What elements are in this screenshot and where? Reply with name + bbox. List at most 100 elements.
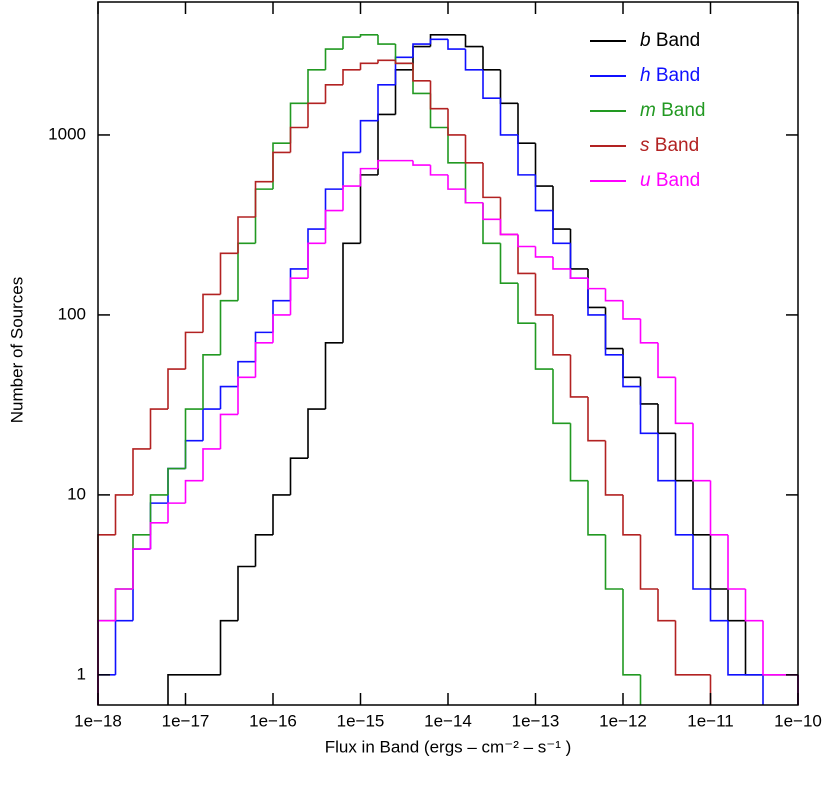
histogram-step: [342, 185, 361, 211]
histogram-step: [149, 502, 169, 550]
histogram-step: [639, 377, 659, 405]
histogram-step: [709, 480, 729, 536]
x-tick-label: 1e−15: [337, 711, 385, 730]
histogram-step: [114, 619, 134, 675]
histogram-step: [219, 299, 238, 355]
histogram-step: [429, 34, 448, 47]
histogram-step: [517, 283, 536, 324]
histogram-step: [324, 188, 344, 230]
histogram-step: [237, 216, 256, 254]
y-tick-label: 10: [67, 484, 86, 503]
histogram-step: [184, 479, 204, 504]
histogram-step: [552, 369, 571, 425]
histogram-step: [202, 408, 221, 441]
histogram-step: [359, 62, 379, 70]
histogram-step: [114, 588, 134, 621]
legend-entry: h Band: [560, 65, 700, 87]
histogram-step: [97, 674, 116, 705]
legend-swatch: [590, 39, 626, 42]
legend-label: b Band: [640, 30, 701, 51]
histogram-step: [464, 34, 484, 48]
histogram-step: [324, 209, 344, 244]
histogram-step: [394, 44, 413, 65]
histogram-step: [604, 440, 623, 496]
histogram-step: [272, 314, 291, 343]
histogram-step: [342, 69, 361, 85]
y-axis-label: Number of Sources: [7, 277, 26, 423]
histogram-step: [744, 620, 763, 676]
histogram-step: [429, 38, 448, 45]
legend-swatch: [590, 74, 626, 77]
histogram-step: [762, 620, 781, 676]
histogram-step: [657, 588, 676, 622]
histogram-step: [289, 277, 309, 315]
histogram-step: [359, 167, 379, 187]
histogram-step: [307, 102, 326, 128]
histogram-step: [482, 46, 501, 71]
histogram-step: [254, 188, 273, 244]
histogram-step: [167, 674, 186, 705]
histogram-step: [254, 342, 273, 378]
histogram-step: [639, 534, 659, 590]
histogram-step: [692, 423, 711, 482]
histogram-step: [639, 318, 659, 344]
legend-label: h Band: [640, 65, 701, 86]
histogram-step: [254, 180, 273, 218]
histogram-step: [552, 210, 571, 245]
histogram-step: [237, 242, 256, 301]
histogram-step: [132, 548, 151, 621]
histogram-step: [692, 480, 711, 536]
histogram-step: [447, 108, 466, 136]
histogram-step: [552, 186, 571, 230]
histogram-step: [429, 93, 448, 129]
histogram-step: [499, 98, 519, 136]
histogram-step: [622, 354, 641, 388]
histogram-step: [412, 45, 431, 70]
histogram-step: [534, 143, 554, 187]
histogram-step: [289, 457, 309, 495]
histogram-step: [657, 403, 676, 435]
legend-swatch: [590, 109, 626, 112]
histogram-step: [657, 433, 676, 482]
x-tick-label: 1e−18: [74, 711, 122, 730]
histogram-step: [587, 480, 606, 536]
histogram-step: [272, 299, 291, 333]
histogram-step: [184, 439, 204, 469]
histogram-step: [132, 534, 151, 589]
histogram-step: [499, 243, 519, 285]
histogram-step: [517, 234, 536, 248]
histogram-step: [447, 127, 466, 164]
histogram-step: [167, 467, 186, 504]
histogram-step: [482, 202, 501, 245]
histogram-step: [97, 619, 116, 705]
histogram-step: [622, 588, 641, 676]
x-tick-label: 1e−10: [774, 711, 822, 730]
histogram-step: [587, 396, 606, 442]
histogram-step: [569, 243, 588, 279]
x-tick-label: 1e−13: [512, 711, 560, 730]
histogram-step: [499, 197, 519, 236]
histogram-step: [412, 63, 431, 82]
legend-entry: u Band: [560, 170, 700, 192]
legend-label: m Band: [640, 100, 706, 121]
histogram-step: [307, 242, 326, 279]
histogram-step: [219, 413, 238, 449]
histogram-step: [499, 69, 519, 105]
histogram-step: [517, 134, 536, 176]
legend-swatch: [590, 179, 626, 182]
histogram-step: [482, 162, 501, 199]
histogram-step: [289, 126, 309, 153]
histogram-step: [219, 619, 238, 675]
histogram-step: [674, 620, 694, 676]
histogram-step: [272, 494, 291, 535]
legend-swatch: [590, 144, 626, 147]
histogram-step: [587, 278, 606, 316]
histogram-step: [447, 39, 466, 50]
histogram-step: [552, 314, 571, 356]
histogram-step: [412, 63, 431, 95]
histogram-step: [377, 34, 396, 45]
x-tick-label: 1e−11: [687, 711, 733, 730]
histogram-step: [429, 80, 448, 110]
